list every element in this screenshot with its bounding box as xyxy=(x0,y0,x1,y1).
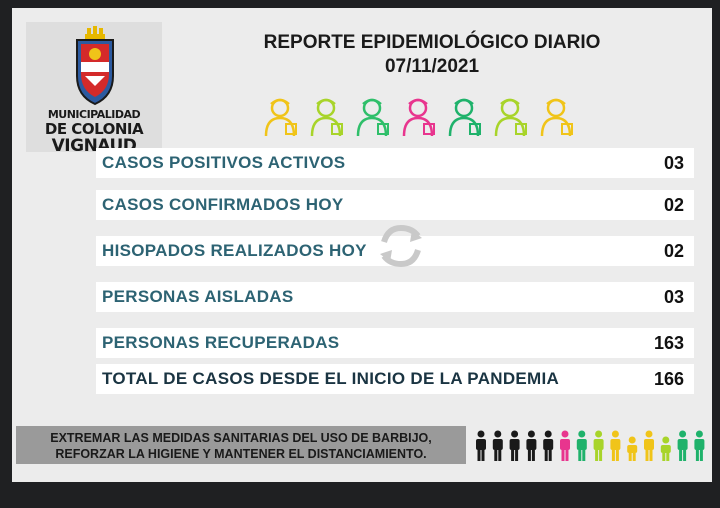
row-label: TOTAL DE CASOS DESDE EL INICIO DE LA PAN… xyxy=(102,369,560,388)
crest-icon xyxy=(76,26,114,106)
person-icon xyxy=(694,430,705,461)
row-label: CASOS CONFIRMADOS HOY xyxy=(102,195,344,214)
row-value: 166 xyxy=(653,369,684,389)
refresh-icon xyxy=(380,224,422,268)
row-value: 02 xyxy=(663,195,684,215)
person-icon xyxy=(560,430,570,461)
row-value: 163 xyxy=(653,333,684,353)
municipality-logo: MUNICIPALIDAD DE COLONIA VIGNAUD xyxy=(26,22,162,156)
person-icon xyxy=(509,430,520,461)
person-icon xyxy=(543,430,554,461)
row-label: PERSONAS AISLADAS xyxy=(102,287,294,306)
report-date: 07/11/2021 xyxy=(384,56,480,77)
row-recovered: PERSONAS RECUPERADAS 163 xyxy=(96,328,694,358)
row-total-cases: TOTAL DE CASOS DESDE EL INICIO DE LA PAN… xyxy=(96,364,694,394)
worker-icon xyxy=(494,98,527,137)
row-label: PERSONAS RECUPERADAS xyxy=(102,333,340,352)
row-label: CASOS POSITIVOS ACTIVOS xyxy=(102,153,346,172)
worker-icon xyxy=(448,98,481,137)
person-icon xyxy=(526,430,537,461)
person-icon xyxy=(610,430,621,461)
logo-text-line-1: MUNICIPALIDAD xyxy=(47,108,141,121)
person-icon xyxy=(627,436,638,461)
person-icon xyxy=(476,430,486,461)
row-value: 03 xyxy=(663,287,684,307)
worker-icon xyxy=(540,98,573,137)
social-distancing-people-icons xyxy=(476,430,705,461)
row-isolated: PERSONAS AISLADAS 03 xyxy=(96,282,694,312)
person-icon xyxy=(677,430,688,461)
row-active-cases: CASOS POSITIVOS ACTIVOS 03 xyxy=(96,148,694,178)
logo-text-line-2: DE COLONIA xyxy=(44,120,144,138)
person-icon xyxy=(576,430,587,461)
worker-icon xyxy=(264,98,297,137)
row-value: 03 xyxy=(663,153,684,173)
worker-icon xyxy=(402,98,435,137)
worker-icon xyxy=(310,98,343,137)
person-icon xyxy=(644,430,654,461)
person-icon xyxy=(660,436,671,461)
row-confirmed-today: CASOS CONFIRMADOS HOY 02 xyxy=(96,190,694,220)
banner-line-1: EXTREMAR LAS MEDIDAS SANITARIAS DEL USO … xyxy=(50,431,432,445)
banner-line-2: REFORZAR LA HIGIENE Y MANTENER EL DISTAN… xyxy=(55,447,427,461)
person-icon xyxy=(593,430,604,461)
row-value: 02 xyxy=(663,241,684,261)
worker-icon xyxy=(356,98,389,137)
essential-workers-icons xyxy=(264,98,573,137)
row-label: HISOPADOS REALIZADOS HOY xyxy=(102,241,367,260)
person-icon xyxy=(492,430,503,461)
sanitary-measures-banner: EXTREMAR LAS MEDIDAS SANITARIAS DEL USO … xyxy=(16,426,466,464)
report-title: REPORTE EPIDEMIOLÓGICO DIARIO xyxy=(263,32,601,53)
